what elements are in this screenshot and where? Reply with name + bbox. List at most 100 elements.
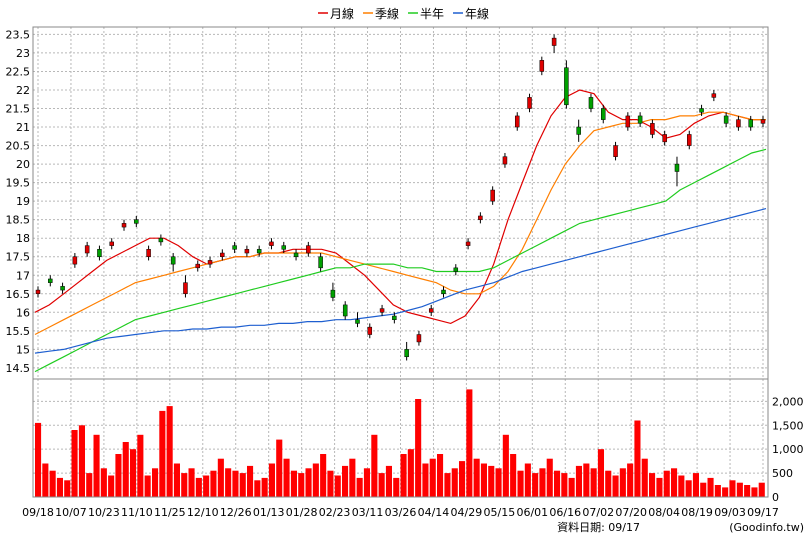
candle-body xyxy=(60,286,65,291)
candle-body xyxy=(318,256,323,269)
candle-body xyxy=(748,119,753,128)
candle-body xyxy=(207,260,213,265)
volume-bar xyxy=(561,473,568,497)
volume-bar xyxy=(473,458,480,497)
price-tick-label: 19 xyxy=(16,195,30,208)
date-tick-label: 09/03 xyxy=(714,506,746,519)
price-tick-label: 23 xyxy=(16,47,30,60)
moving-average-lines xyxy=(34,89,767,373)
volume-bar xyxy=(663,470,670,497)
candle-body xyxy=(293,252,299,257)
candle-body xyxy=(404,349,409,358)
legend-label-0: 月線 xyxy=(330,6,354,21)
candle-body xyxy=(269,241,274,246)
price-axis: 14.5 15 15.5 16 16.5 17 17.5 18 18.5 19 19.5 20 20.5… xyxy=(6,28,31,374)
candle-body xyxy=(711,93,717,98)
volume-bar xyxy=(415,399,422,497)
price-tick-label: 15 xyxy=(16,343,30,356)
volume-tick-label: 0 xyxy=(772,491,779,504)
ma-line-0 xyxy=(34,89,766,325)
price-tick-label: 17.5 xyxy=(6,251,31,264)
date-tick-label: 04/14 xyxy=(418,506,450,519)
date-tick-label: 11/10 xyxy=(121,506,153,519)
volume-bar xyxy=(166,406,173,497)
candle-body xyxy=(637,115,643,124)
candle-body xyxy=(416,334,422,343)
volume-bar xyxy=(173,463,180,497)
candle-body xyxy=(564,67,569,106)
date-tick-label: 12/26 xyxy=(220,506,252,519)
volume-bar xyxy=(685,480,692,497)
volume-bar xyxy=(42,463,49,497)
volume-bars xyxy=(35,389,765,497)
volume-bar xyxy=(554,470,561,497)
date-tick-label: 09/18 xyxy=(22,506,54,519)
volume-bar xyxy=(247,465,254,497)
volume-bar xyxy=(575,465,582,497)
date-tick-label: 03/11 xyxy=(352,506,384,519)
candle-body xyxy=(84,245,90,254)
date-tick-label: 07/02 xyxy=(582,506,614,519)
price-tick-label: 18 xyxy=(16,232,30,245)
volume-bar xyxy=(283,458,290,497)
legend-label-3: 年線 xyxy=(465,6,489,21)
volume-bar xyxy=(93,434,100,497)
date-tick-label: 10/23 xyxy=(88,506,120,519)
candle-body xyxy=(355,319,360,324)
volume-bar xyxy=(736,482,743,497)
legend-label-1: 季線 xyxy=(375,6,399,21)
candle-body xyxy=(244,249,250,254)
volume-bar xyxy=(363,468,370,497)
volume-tick-label: 500 xyxy=(772,467,793,480)
candle-body xyxy=(490,189,495,202)
volume-bar xyxy=(385,465,392,497)
volume-bar xyxy=(707,477,714,497)
volume-bar xyxy=(35,422,42,497)
volume-bar xyxy=(195,477,202,497)
volume-bar xyxy=(539,468,546,497)
price-tick-label: 20 xyxy=(16,158,30,171)
volume-bar xyxy=(71,430,78,497)
candle-body xyxy=(441,289,446,295)
volume-bar xyxy=(86,473,93,497)
volume-tick-label: 1,000 xyxy=(772,443,804,456)
volume-bar xyxy=(327,470,334,497)
price-tick-label: 19.5 xyxy=(6,177,31,190)
volume-bar xyxy=(56,477,63,497)
candle-body xyxy=(256,249,262,254)
candle-body xyxy=(539,60,545,72)
volume-bar xyxy=(181,473,188,497)
candle-body xyxy=(392,315,397,320)
volume-bar xyxy=(510,454,517,497)
ma-line-3 xyxy=(34,208,767,354)
volume-bar xyxy=(480,463,487,497)
volume-bar xyxy=(488,465,495,497)
volume-bar xyxy=(619,468,626,497)
volume-bar xyxy=(261,477,268,497)
candle-body xyxy=(601,108,606,120)
volume-bar xyxy=(524,463,531,497)
price-tick-label: 15.5 xyxy=(6,325,31,338)
candle-body xyxy=(625,115,631,128)
volume-bar xyxy=(459,461,466,497)
volume-tick-label: 2,000 xyxy=(772,395,804,408)
volume-bar xyxy=(152,468,159,497)
volume-bar xyxy=(100,468,107,497)
price-tick-label: 21.5 xyxy=(6,103,31,116)
candle-body xyxy=(502,156,508,165)
candle-body xyxy=(281,245,287,250)
volume-bar xyxy=(466,389,473,497)
candle-body xyxy=(650,123,655,135)
date-tick-label: 12/10 xyxy=(187,506,219,519)
candle-body xyxy=(170,256,176,265)
volume-tick-label: 1,500 xyxy=(772,419,804,432)
candle-body xyxy=(699,108,704,113)
volume-bar xyxy=(758,482,765,497)
candle-body xyxy=(330,289,336,298)
volume-bar xyxy=(276,439,283,497)
candle-body xyxy=(342,304,348,317)
volume-bar xyxy=(649,473,656,497)
volume-bar xyxy=(268,463,275,497)
price-tick-label: 23.5 xyxy=(6,28,31,41)
volume-bar xyxy=(532,473,539,497)
